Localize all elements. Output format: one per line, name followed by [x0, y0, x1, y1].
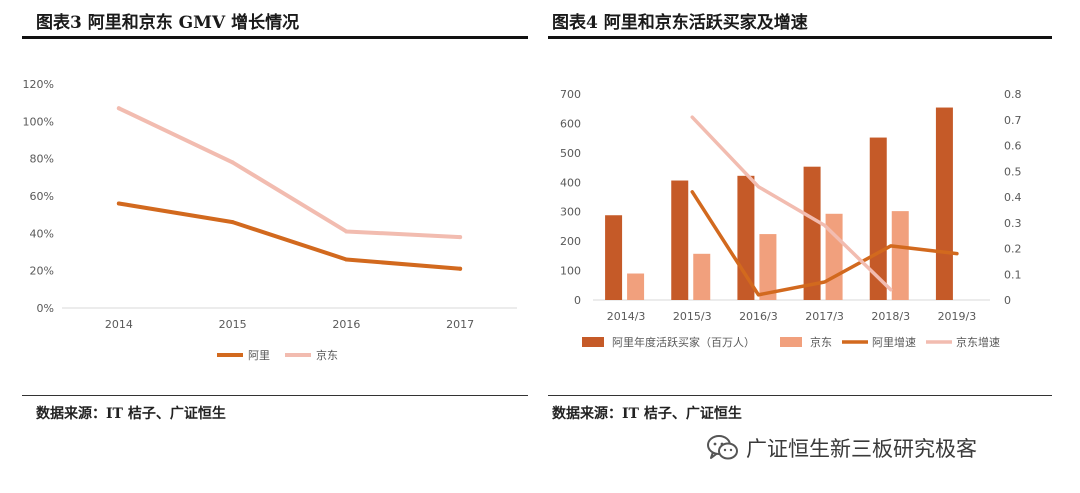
y-tick-label: 0% — [37, 302, 54, 315]
x-tick-label: 2018/3 — [871, 310, 910, 323]
data-point — [230, 160, 235, 165]
right-title-rule — [548, 36, 1052, 39]
jd-buyers-bar — [693, 253, 711, 300]
legend-label: 京东 — [810, 335, 832, 349]
legend-label: 阿里年度活跃买家（百万人） — [612, 335, 755, 349]
right-source-rule — [548, 395, 1052, 396]
ali-buyers-bar — [737, 175, 755, 300]
series-line-ali — [116, 201, 463, 271]
active-buyers-combo-chart: 0 100 200 300 400 500 600 700 0 0.1 0.2 0.3 0.4 0.5 0.… — [560, 88, 1022, 349]
y-right-tick-label: 0.1 — [1004, 268, 1022, 281]
y-tick-label: 40% — [30, 227, 54, 240]
jd-buyers-bar — [891, 211, 909, 300]
x-tick-label: 2017/3 — [805, 310, 844, 323]
jd-buyers-bar — [627, 273, 645, 300]
y-left-tick-label: 0 — [574, 294, 581, 307]
right-panel-title: 图表4 阿里和京东活跃买家及增速 — [552, 13, 808, 33]
y-left-tick-label: 500 — [560, 147, 581, 160]
ali-growth-line — [690, 190, 959, 297]
jd-buyers-bar — [759, 234, 777, 300]
y-right-tick-label: 0.6 — [1004, 140, 1022, 153]
legend-swatch — [780, 337, 802, 347]
data-point — [116, 201, 121, 206]
y-left-tick-label: 300 — [560, 206, 581, 219]
y-tick-label: 100% — [23, 115, 54, 128]
legend-label: 阿里 — [248, 349, 270, 362]
ali-buyers-bar — [869, 137, 887, 300]
y-tick-label: 80% — [30, 153, 54, 166]
left-panel-title: 图表3 阿里和京东 GMV 增长情况 — [36, 13, 300, 33]
watermark-text: 广证恒生新三板研究极客 — [746, 437, 977, 461]
legend-swatch — [582, 337, 604, 347]
y-right-tick-label: 0.3 — [1004, 217, 1022, 230]
y-right-tick-label: 0.7 — [1004, 114, 1022, 127]
x-tick-label: 2016 — [332, 318, 360, 331]
ali-buyers-bar — [803, 166, 821, 300]
x-tick-label: 2015 — [219, 318, 247, 331]
left-source-rule — [22, 395, 528, 396]
gmv-growth-line-chart: 0% 20% 40% 60% 80% 100% 120% 2014 2015 2016 2017 阿里… — [23, 78, 517, 362]
legend-label: 京东 — [316, 348, 338, 362]
x-tick-label: 2014/3 — [607, 310, 646, 323]
series-line-jd — [116, 106, 463, 240]
y-left-tick-label: 200 — [560, 235, 581, 248]
y-tick-label: 120% — [23, 78, 54, 91]
data-point — [116, 106, 121, 111]
data-point — [344, 257, 349, 262]
right-source-note: 数据来源：IT 桔子、广证恒生 — [552, 406, 742, 422]
data-point — [230, 220, 235, 225]
y-right-tick-label: 0.8 — [1004, 88, 1022, 101]
y-right-tick-label: 0.4 — [1004, 191, 1022, 204]
x-tick-label: 2017 — [446, 318, 474, 331]
ali-buyers-bar — [935, 107, 953, 300]
legend-label: 京东增速 — [956, 335, 1000, 349]
ali-buyers-bar — [605, 215, 623, 300]
jd-growth-line — [690, 115, 893, 292]
wechat-icon — [707, 435, 738, 460]
y-tick-label: 60% — [30, 190, 54, 203]
data-point — [344, 229, 349, 234]
x-tick-label: 2016/3 — [739, 310, 778, 323]
y-right-tick-label: 0 — [1004, 294, 1011, 307]
left-title-rule — [22, 36, 528, 39]
left-source-note: 数据来源：IT 桔子、广证恒生 — [36, 406, 226, 422]
x-tick-label: 2014 — [105, 318, 133, 331]
watermark: 广证恒生新三板研究极客 — [706, 434, 977, 462]
y-left-tick-label: 700 — [560, 88, 581, 101]
y-left-tick-label: 400 — [560, 176, 581, 189]
y-left-tick-label: 600 — [560, 117, 581, 130]
x-tick-label: 2019/3 — [938, 310, 977, 323]
y-left-tick-label: 100 — [560, 265, 581, 278]
legend-label: 阿里增速 — [872, 335, 916, 349]
ali-buyers-bar — [671, 180, 689, 300]
y-right-tick-label: 0.5 — [1004, 165, 1022, 178]
x-tick-label: 2015/3 — [673, 310, 712, 323]
data-point — [458, 235, 463, 240]
data-point — [458, 266, 463, 271]
y-right-tick-label: 0.2 — [1004, 243, 1022, 256]
y-tick-label: 20% — [30, 265, 54, 278]
